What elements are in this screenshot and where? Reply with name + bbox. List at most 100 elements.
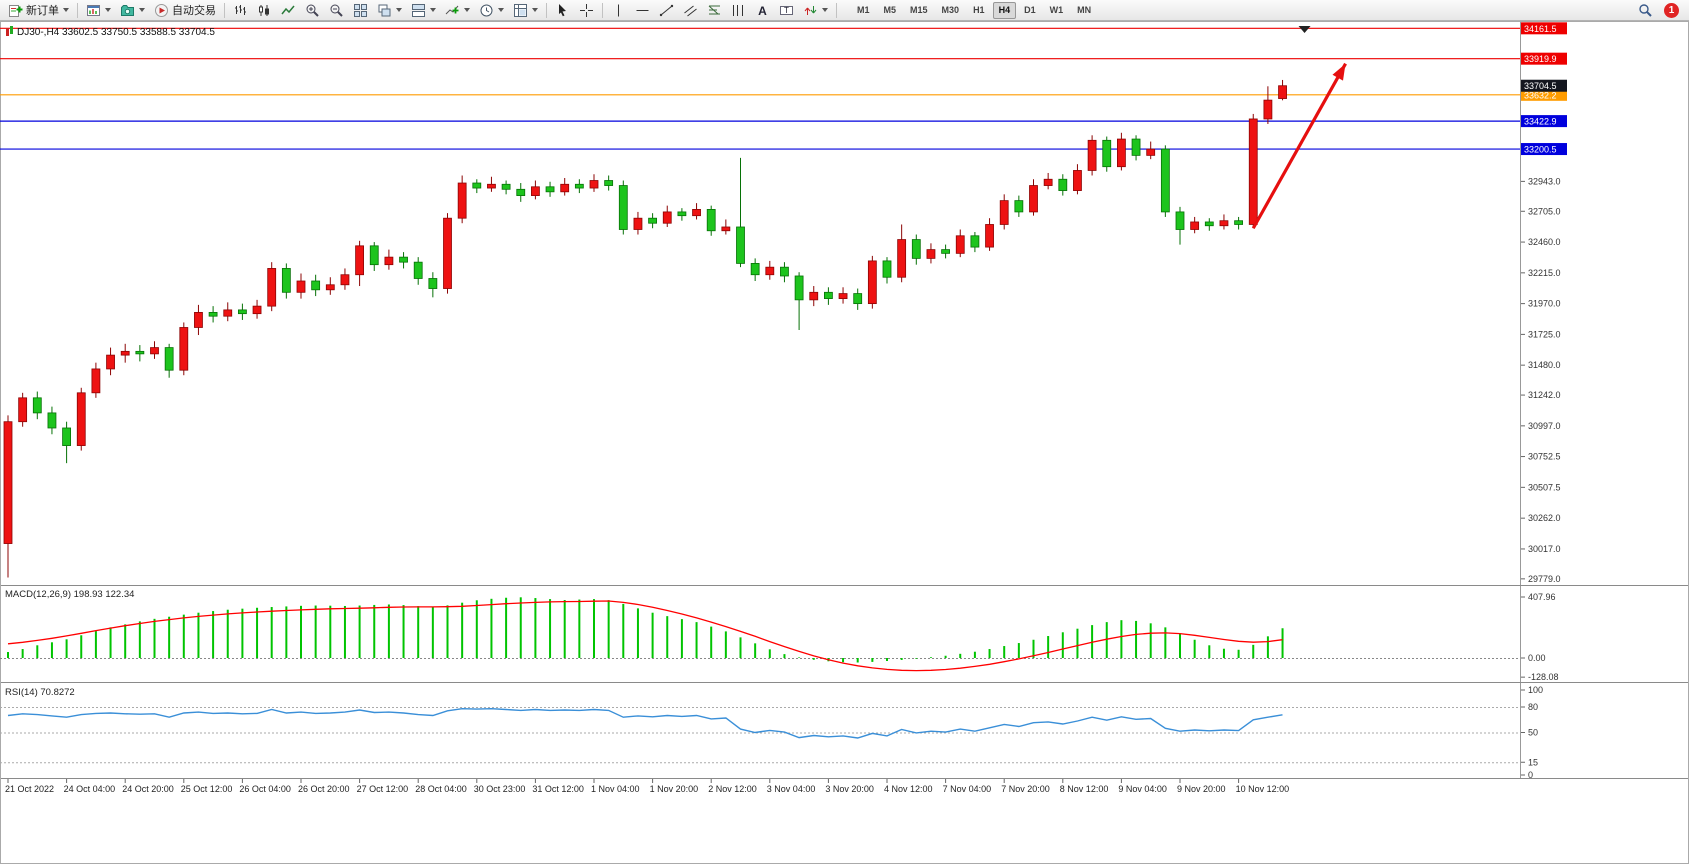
timeframe-button-m15[interactable]: M15 (910, 5, 928, 15)
svg-text:28 Oct 04:00: 28 Oct 04:00 (415, 784, 467, 794)
svg-text:3 Nov 20:00: 3 Nov 20:00 (825, 784, 874, 794)
timeframe-button-mn[interactable]: MN (1077, 5, 1092, 15)
timeframe-button-m30[interactable]: M30 (941, 5, 960, 15)
text-label-tool-button[interactable]: T (775, 1, 798, 20)
channel-icon (684, 5, 697, 16)
search-button[interactable] (1634, 1, 1657, 20)
cursor-arrow-icon (559, 3, 566, 16)
horizontal-level-lines: 34161.5 33919.9 33632.2 33422.9 33200.5 (0, 22, 1567, 156)
svg-text:4 Nov 12:00: 4 Nov 12:00 (884, 784, 933, 794)
svg-text:33919.9: 33919.9 (1524, 54, 1557, 64)
new-chart-button[interactable] (82, 1, 115, 20)
auto-trading-button[interactable]: 自动交易 (150, 1, 220, 20)
zoom-out-icon (330, 4, 343, 17)
svg-text:MACD(12,26,9) 198.93 122.34: MACD(12,26,9) 198.93 122.34 (5, 589, 134, 600)
indicators-button[interactable] (441, 1, 474, 20)
search-icon (1639, 3, 1652, 17)
vertical-line-tool-button[interactable] (607, 1, 630, 20)
profiles-button[interactable] (116, 1, 149, 20)
bar-shift-marker (1298, 26, 1311, 33)
channel-tool-button[interactable] (679, 1, 702, 20)
svg-text:A: A (758, 4, 767, 18)
fibonacci-tool-button[interactable] (703, 1, 726, 20)
trendline-icon (659, 4, 674, 16)
dropdown-caret-icon (430, 8, 436, 12)
line-chart-button[interactable] (277, 1, 300, 20)
bar-chart-button[interactable] (229, 1, 252, 20)
svg-text:33422.9: 33422.9 (1524, 117, 1557, 127)
toolbar-right-cluster: 1 (1634, 1, 1685, 20)
cursor-button[interactable] (551, 1, 574, 20)
zoom-out-button[interactable] (325, 1, 348, 20)
svg-text:21 Oct 2022: 21 Oct 2022 (5, 784, 54, 794)
cascade-windows-button[interactable] (373, 1, 406, 20)
crosshair-icon (580, 3, 593, 17)
timeframe-button-w1[interactable]: W1 (1049, 5, 1064, 15)
rsi-pane: RSI(14) 70.8272 100 80 50 15 0 (0, 685, 1543, 780)
main-toolb ar: 新订单 自动交易 (0, 0, 1689, 21)
svg-text:29779.0: 29779.0 (1528, 574, 1561, 584)
svg-text:1 Nov 20:00: 1 Nov 20:00 (650, 784, 699, 794)
svg-text:30507.5: 30507.5 (1528, 482, 1561, 492)
text-label-icon: T (780, 5, 793, 15)
toolbar-separator (546, 2, 547, 18)
svg-text:80: 80 (1528, 702, 1538, 712)
timeframe-button-m5[interactable]: M5 (883, 5, 897, 15)
svg-text:100: 100 (1528, 685, 1543, 695)
svg-text:RSI(14) 70.8272: RSI(14) 70.8272 (5, 687, 75, 698)
svg-text:31970.0: 31970.0 (1528, 299, 1561, 309)
new-order-button[interactable]: 新订单 (4, 1, 73, 20)
svg-text:7 Nov 04:00: 7 Nov 04:00 (943, 784, 992, 794)
new-order-label: 新订单 (26, 5, 59, 17)
svg-text:DJ30-,H4 33602.5 33750.5 33588: DJ30-,H4 33602.5 33750.5 33588.5 33704.5 (17, 27, 215, 38)
arrange-windows-button[interactable] (407, 1, 440, 20)
svg-text:10 Nov 12:00: 10 Nov 12:00 (1236, 784, 1290, 794)
horizontal-line-tool-button[interactable] (631, 1, 654, 20)
zoom-in-button[interactable] (301, 1, 324, 20)
dropdown-caret-icon (63, 8, 69, 12)
candlestick-chart-button[interactable] (253, 1, 276, 20)
fibonacci-icon (708, 5, 720, 14)
toolbar-separator (224, 2, 225, 18)
svg-text:31 Oct 12:00: 31 Oct 12:00 (532, 784, 584, 794)
periods-button[interactable] (475, 1, 508, 20)
line-chart-icon (281, 5, 295, 14)
price-chart-canvas[interactable]: 34161.5 33919.9 33632.2 33422.9 33200.5 32943… (0, 21, 1689, 864)
svg-text:-128.08: -128.08 (1528, 672, 1559, 682)
text-tool-button[interactable]: A (751, 1, 774, 20)
bar-chart-icon (235, 4, 246, 15)
chart-title-overlay: DJ30-,H4 33602.5 33750.5 33588.5 33704.5 (6, 26, 215, 38)
text-tool-icon: A (758, 4, 767, 18)
svg-text:26 Oct 20:00: 26 Oct 20:00 (298, 784, 350, 794)
zoom-in-icon (306, 4, 319, 17)
indicators-icon (445, 5, 459, 14)
timeframe-button-h4[interactable]: H4 (992, 1, 1017, 19)
dropdown-caret-icon (396, 8, 402, 12)
arrows-tool-button[interactable] (799, 1, 832, 20)
svg-text:31480.0: 31480.0 (1528, 360, 1561, 370)
svg-text:32215.0: 32215.0 (1528, 268, 1561, 278)
trendline-tool-button[interactable] (655, 1, 678, 20)
tile-windows-icon (354, 3, 367, 17)
templates-button[interactable] (509, 1, 542, 20)
horizontal-line-icon (636, 9, 649, 11)
svg-text:24 Oct 20:00: 24 Oct 20:00 (122, 784, 174, 794)
svg-text:T: T (784, 6, 789, 15)
svg-text:30 Oct 23:00: 30 Oct 23:00 (474, 784, 526, 794)
timeframe-toolbar: M1 M5 M15 M30 H1 H4 D1 W1 MN (851, 1, 1097, 19)
svg-text:30262.0: 30262.0 (1528, 513, 1561, 523)
svg-text:0: 0 (1528, 770, 1533, 780)
macd-pane: MACD(12,26,9) 198.93 122.34 407.96 0.00 -12… (0, 589, 1559, 682)
timeframe-button-m1[interactable]: M1 (857, 5, 870, 15)
timeframe-button-h1[interactable]: H1 (973, 5, 985, 15)
notification-badge[interactable]: 1 (1664, 2, 1679, 18)
svg-text:9 Nov 20:00: 9 Nov 20:00 (1177, 784, 1226, 794)
crosshair-button[interactable] (575, 1, 598, 20)
timeframe-button-d1[interactable]: D1 (1024, 5, 1036, 15)
vertical-line-icon (618, 4, 619, 16)
svg-text:31242.0: 31242.0 (1528, 390, 1561, 400)
tile-windows-button[interactable] (349, 1, 372, 20)
svg-text:32460.0: 32460.0 (1528, 237, 1561, 247)
cycle-lines-tool-button[interactable] (727, 1, 750, 20)
